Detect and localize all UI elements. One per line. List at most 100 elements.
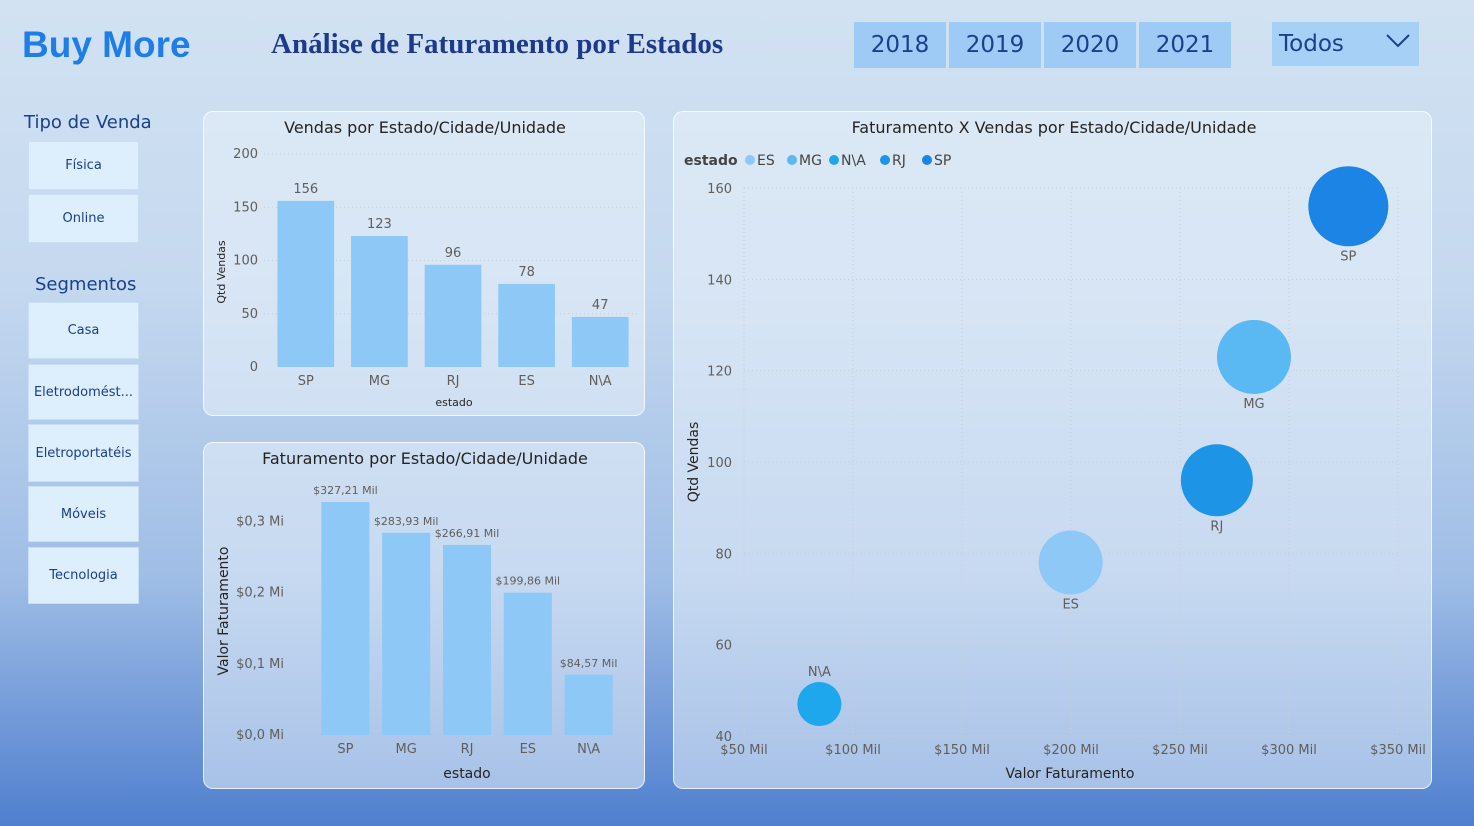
x-tick-label: RJ <box>461 742 474 757</box>
y-tick-label: 50 <box>241 307 258 322</box>
y-tick-label: $0,2 Mi <box>236 586 284 601</box>
y-tick-label: 100 <box>233 254 258 269</box>
legend-marker <box>745 155 755 165</box>
x-tick-label: $150 Mil <box>934 743 990 758</box>
faturamento-bar-chart: Faturamento por Estado/Cidade/Unidade Va… <box>216 449 618 782</box>
x-tick-label: ES <box>518 374 534 389</box>
slicer-item-casa[interactable]: Casa <box>28 302 139 359</box>
x-tick-label: SP <box>337 742 353 757</box>
x-axis-label: estado <box>443 766 490 782</box>
bubble-na[interactable] <box>797 682 842 727</box>
bar[interactable] <box>498 283 555 367</box>
y-tick-label: 0 <box>250 360 258 375</box>
year-button-2020[interactable]: 2020 <box>1044 22 1136 68</box>
year-button-2019[interactable]: 2019 <box>949 22 1041 68</box>
year-button-2021[interactable]: 2021 <box>1139 22 1231 68</box>
slicer-item-fisica[interactable]: Física <box>28 141 139 190</box>
x-tick-label: $200 Mil <box>1043 743 1099 758</box>
data-label: $283,93 Mil <box>374 515 439 528</box>
bar[interactable] <box>571 316 629 367</box>
bubble-label: ES <box>1062 597 1078 612</box>
legend-title: estado <box>684 153 738 169</box>
bubble-label: SP <box>1340 249 1356 264</box>
data-label: $84,57 Mil <box>560 657 618 670</box>
x-tick-label: $250 Mil <box>1152 743 1208 758</box>
legend-marker <box>787 155 797 165</box>
bar[interactable] <box>321 501 370 735</box>
bubble-sp[interactable] <box>1308 166 1389 247</box>
tipo-venda-title: Tipo de Venda <box>24 112 152 133</box>
x-tick-label: N\A <box>577 742 600 757</box>
bubble-mg[interactable] <box>1216 319 1291 394</box>
page-title: Análise de Faturamento por Estados <box>271 28 724 60</box>
y-tick-label: 160 <box>707 182 732 197</box>
bubble-label: N\A <box>808 665 831 680</box>
year-button-2018[interactable]: 2018 <box>854 22 946 68</box>
legend-marker <box>922 155 932 165</box>
y-tick-label: $0,3 Mi <box>236 514 284 529</box>
legend-label: RJ <box>892 153 906 169</box>
x-tick-label: MG <box>396 742 417 757</box>
chart-title: Faturamento por Estado/Cidade/Unidade <box>262 449 588 468</box>
legend-label: MG <box>799 153 822 169</box>
y-tick-label: 40 <box>715 730 732 745</box>
segmentos-title: Segmentos <box>35 274 137 295</box>
scatter-chart-card: Faturamento X Vendas por Estado/Cidade/U… <box>673 111 1432 789</box>
faturamento-vendas-scatter: Faturamento X Vendas por Estado/Cidade/U… <box>684 118 1426 782</box>
bar[interactable] <box>351 236 408 367</box>
x-tick-label: RJ <box>447 374 460 389</box>
x-tick-label: N\A <box>589 374 612 389</box>
bar[interactable] <box>382 532 431 735</box>
y-tick-label: $0,1 Mi <box>236 657 284 672</box>
y-tick-label: 140 <box>707 273 732 288</box>
vendas-chart-card: Vendas por Estado/Cidade/Unidade Qtd Ven… <box>203 111 645 416</box>
bubble-es[interactable] <box>1038 530 1103 595</box>
y-tick-label: 120 <box>707 365 732 380</box>
slicer-item-tecnologia[interactable]: Tecnologia <box>28 547 139 604</box>
bar[interactable] <box>442 544 492 735</box>
y-tick-label: 80 <box>715 547 732 562</box>
bubble-rj[interactable] <box>1180 444 1253 517</box>
data-label: $266,91 Mil <box>435 527 500 540</box>
slicer-item-eletrodomesticos[interactable]: Eletrodomést... <box>28 364 139 420</box>
chevron-down-icon <box>1386 34 1410 48</box>
data-label: $327,21 Mil <box>313 484 378 497</box>
x-tick-label: $350 Mil <box>1370 743 1426 758</box>
data-label: 123 <box>367 217 392 232</box>
x-tick-label: SP <box>298 374 314 389</box>
x-tick-label: $50 Mil <box>720 743 767 758</box>
bar[interactable] <box>564 674 613 735</box>
data-label: 78 <box>518 265 535 280</box>
data-label: $199,86 Mil <box>496 575 561 588</box>
x-tick-label: MG <box>369 374 390 389</box>
bar[interactable] <box>277 200 335 367</box>
slicer-item-eletroportateis[interactable]: Eletroportatéis <box>28 424 139 482</box>
data-label: 96 <box>445 246 462 261</box>
brand-logo: Buy More <box>22 24 191 65</box>
y-axis-label: Valor Faturamento <box>216 547 232 676</box>
x-tick-label: ES <box>520 742 536 757</box>
vendas-bar-chart: Vendas por Estado/Cidade/Unidade Qtd Ven… <box>215 118 640 409</box>
bubble-label: MG <box>1243 397 1264 412</box>
y-tick-label: 100 <box>707 456 732 471</box>
legend-label: N\A <box>841 153 866 169</box>
filter-dropdown[interactable]: Todos <box>1271 21 1420 67</box>
x-tick-label: $300 Mil <box>1261 743 1317 758</box>
y-tick-label: $0,0 Mi <box>236 728 284 743</box>
x-axis-label: estado <box>435 396 473 409</box>
x-tick-label: $100 Mil <box>825 743 881 758</box>
y-tick-label: 200 <box>233 147 258 162</box>
chart-title: Vendas por Estado/Cidade/Unidade <box>284 118 566 137</box>
bar[interactable] <box>503 592 552 735</box>
data-label: 47 <box>592 298 609 313</box>
x-axis-label: Valor Faturamento <box>1006 766 1135 782</box>
y-tick-label: 60 <box>715 639 732 654</box>
y-axis-label: Qtd Vendas <box>686 422 702 503</box>
faturamento-chart-card: Faturamento por Estado/Cidade/Unidade Va… <box>203 442 645 789</box>
slicer-item-online[interactable]: Online <box>28 194 139 243</box>
y-tick-label: 150 <box>233 200 258 215</box>
legend-marker <box>880 155 890 165</box>
legend-marker <box>829 155 839 165</box>
bar[interactable] <box>424 264 482 367</box>
slicer-item-moveis[interactable]: Móveis <box>28 486 139 542</box>
